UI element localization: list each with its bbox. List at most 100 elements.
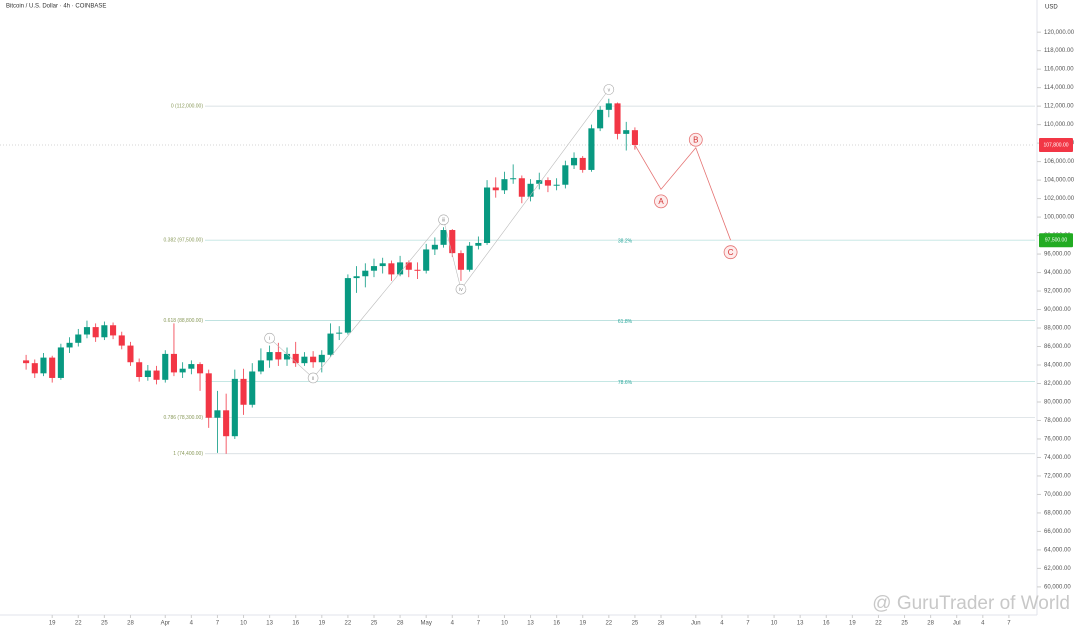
y-tick-label: 88,000.00 <box>1044 326 1071 332</box>
x-tick-label: 28 <box>927 621 934 627</box>
candle-body <box>49 357 56 378</box>
wave-marker <box>438 214 449 226</box>
candle-body <box>118 335 125 346</box>
projection-marker <box>688 132 703 147</box>
x-tick-label: 25 <box>632 621 639 627</box>
candle-body <box>231 378 238 437</box>
candle-body <box>188 364 195 369</box>
y-tick-label: 82,000.00 <box>1044 381 1071 387</box>
x-tick-label: 19 <box>318 621 325 627</box>
x-tick-label: 25 <box>101 621 108 627</box>
candle-body <box>66 342 73 348</box>
candle-body <box>466 245 473 270</box>
candle-body <box>379 263 386 267</box>
projection-label: B <box>693 135 698 144</box>
wave-label: iv <box>459 287 463 293</box>
candle-body <box>501 179 508 191</box>
candle-body <box>179 368 186 373</box>
candle-body <box>327 333 334 355</box>
candle-body <box>475 242 482 246</box>
candle-body <box>414 269 421 271</box>
x-tick-label: 10 <box>771 621 778 627</box>
projection-path <box>634 144 731 241</box>
x-tick-label: 28 <box>127 621 134 627</box>
y-tick-label: 100,000.00 <box>1044 215 1075 221</box>
wave-marker <box>307 372 319 384</box>
candle-body <box>57 347 64 378</box>
projection-label: C <box>728 248 734 257</box>
candle-body <box>344 278 351 333</box>
y-tick-label: 86,000.00 <box>1044 344 1071 350</box>
x-tick-label: 19 <box>579 621 586 627</box>
candle-body <box>527 183 534 197</box>
x-tick-label: 22 <box>345 621 352 627</box>
price-tag-label: 107,800.00 <box>1043 142 1068 148</box>
candle-body <box>336 332 343 334</box>
candle-body <box>240 378 247 405</box>
price-tag <box>1039 137 1073 152</box>
y-tick-label: 120,000.00 <box>1044 30 1075 36</box>
x-tick-label: 28 <box>397 621 404 627</box>
candle-body <box>570 157 578 166</box>
x-tick-label: 7 <box>216 621 220 627</box>
candle-body <box>405 262 412 270</box>
retracement-label: 61.8% <box>618 319 633 325</box>
currency-label: USD <box>1045 5 1058 11</box>
x-tick-label: 7 <box>477 621 481 627</box>
y-tick-label: 64,000.00 <box>1044 547 1071 553</box>
x-tick-label: 22 <box>75 621 82 627</box>
x-tick-label: 7 <box>1007 621 1011 627</box>
fib-label: 0.618 (88,800.00) <box>164 318 204 324</box>
wave-marker <box>264 332 275 344</box>
candle-body <box>353 276 360 279</box>
candle-body <box>31 363 38 374</box>
candle-body <box>144 370 151 378</box>
candle-body <box>388 263 395 275</box>
x-tick-label: 22 <box>875 621 882 627</box>
fib-label: 0.382 (97,500.00) <box>164 238 204 244</box>
candle-body <box>83 327 91 335</box>
candle-body <box>449 230 456 254</box>
projection-marker <box>723 245 738 260</box>
y-tick-label: 70,000.00 <box>1044 492 1071 498</box>
candle-body <box>23 360 30 364</box>
y-tick-label: 92,000.00 <box>1044 289 1071 295</box>
candle-body <box>536 180 543 184</box>
x-tick-label: 13 <box>266 621 273 627</box>
candle-body <box>457 253 465 270</box>
candle-body <box>92 327 99 338</box>
candle-body <box>196 364 204 374</box>
candle-body <box>301 356 308 364</box>
candle-body <box>275 352 282 360</box>
candle-body <box>370 266 378 271</box>
candle-body <box>562 165 569 185</box>
x-tick-label: 16 <box>292 621 299 627</box>
fib-label: 0 (112,000.00) <box>171 103 203 109</box>
candle-body <box>110 325 117 336</box>
y-tick-label: 74,000.00 <box>1044 455 1071 461</box>
candle-body <box>614 103 621 134</box>
retracement-label: 78.6% <box>618 380 633 386</box>
fib-label: 0.786 (78,300.00) <box>164 415 204 421</box>
y-tick-label: 84,000.00 <box>1044 363 1071 369</box>
candle-body <box>223 410 230 437</box>
x-tick-label: 4 <box>190 621 194 627</box>
y-tick-label: 68,000.00 <box>1044 511 1071 517</box>
x-tick-label: 16 <box>553 621 560 627</box>
candle-body <box>544 180 551 186</box>
x-tick-label: 19 <box>849 621 856 627</box>
candle-body <box>75 334 82 343</box>
candle-body <box>597 109 604 129</box>
y-tick-label: 90,000.00 <box>1044 307 1071 313</box>
projection-label: A <box>658 197 664 206</box>
y-tick-label: 112,000.00 <box>1044 104 1074 110</box>
candle-body <box>484 187 491 243</box>
candle-body <box>553 184 560 186</box>
x-tick-label: 13 <box>527 621 534 627</box>
y-tick-label: 114,000.00 <box>1044 85 1074 91</box>
y-tick-label: 94,000.00 <box>1044 270 1071 276</box>
candle-body <box>101 325 108 338</box>
x-tick-label: 10 <box>501 621 508 627</box>
